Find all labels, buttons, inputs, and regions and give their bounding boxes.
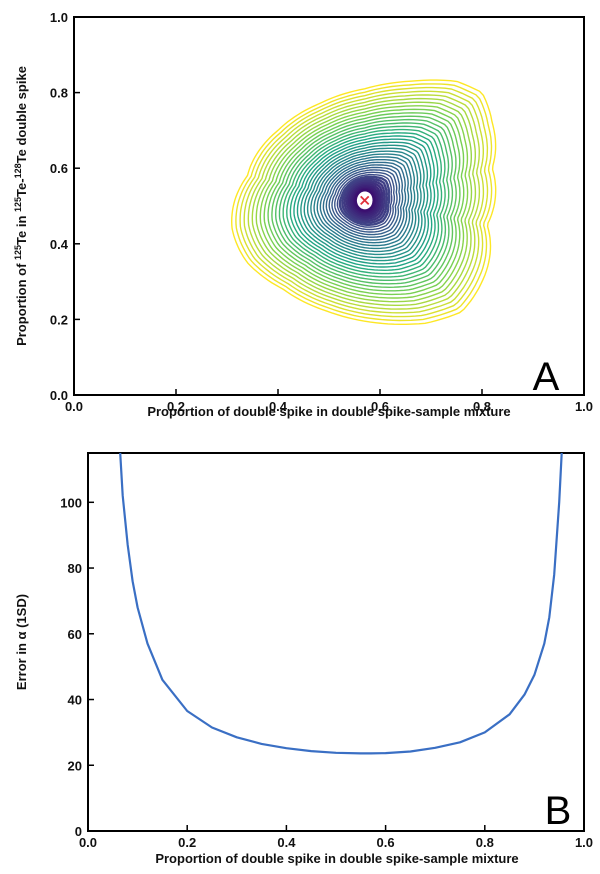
- error-curve-line: [119, 452, 563, 755]
- contour-line: [316, 156, 413, 247]
- contour-line: [230, 79, 497, 325]
- contour-line: [263, 108, 465, 296]
- optimum-marker: [360, 195, 370, 205]
- panel-a-contours: [230, 79, 497, 325]
- contour-line: [310, 150, 419, 253]
- panel-b-y-tick-label: 100: [60, 495, 82, 510]
- panel-b-x-tick-label: 0.2: [178, 835, 196, 850]
- optimum-x-mark: [360, 195, 370, 205]
- panel-b-x-axis-label: Proportion of double spike in double spi…: [155, 851, 518, 866]
- contour-line: [255, 101, 473, 303]
- panel-a-x-axis-label: Proportion of double spike in double spi…: [147, 404, 510, 419]
- panel-b-x-tick-label: 0.0: [79, 835, 97, 850]
- panel-a-y-tick-label: 0.0: [50, 388, 68, 403]
- panel-b-x-tick-label: 0.8: [476, 835, 494, 850]
- contour-line: [341, 177, 388, 224]
- panel-a-y-tick-label: 1.0: [50, 10, 68, 25]
- contour-line: [347, 183, 382, 218]
- contour-line: [349, 185, 380, 216]
- panel-b-x-ticks: 0.0 0.2 0.4 0.6 0.8 1.0: [79, 825, 593, 850]
- panel-b-letter: B: [545, 789, 572, 833]
- contour-line: [278, 122, 450, 281]
- contour-line: [325, 164, 404, 238]
- panel-b-y-ticks: 0 20 40 60 80 100: [60, 495, 94, 839]
- contour-line: [271, 115, 457, 289]
- contour-line: [282, 125, 446, 278]
- panel-a-y-ticks: 0.0 0.2 0.4 0.6 0.8 1.0: [50, 10, 80, 403]
- panel-a-y-tick-label: 0.2: [50, 312, 68, 327]
- contour-line: [319, 159, 410, 244]
- panel-b-y-axis-label: Error in α (1SD): [14, 594, 29, 690]
- contour-line: [243, 90, 485, 314]
- contour-line: [334, 171, 395, 231]
- panel-b-x-tick-label: 1.0: [575, 835, 593, 850]
- panel-a-y-tick-label: 0.6: [50, 161, 68, 176]
- contour-line: [354, 189, 375, 212]
- contour-line: [336, 173, 393, 228]
- contour-line: [343, 179, 386, 222]
- contour-line: [351, 186, 378, 215]
- panel-a-x-tick-label: 0.6: [371, 399, 389, 414]
- panel-a-x-tick-label: 1.0: [575, 399, 593, 414]
- contour-line: [300, 141, 429, 262]
- panel-a-x-tick-label: 0.0: [65, 399, 83, 414]
- panel-b-y-tick-label: 0: [75, 824, 82, 839]
- contour-line: [303, 144, 425, 259]
- panel-b-y-tick-label: 40: [68, 693, 82, 708]
- panel-b-x-tick-label: 0.6: [377, 835, 395, 850]
- contour-line: [322, 161, 407, 241]
- panel-a-x-tick-label: 0.8: [473, 399, 491, 414]
- panel-a-y-tick-label: 0.8: [50, 86, 68, 101]
- contour-line: [331, 169, 398, 233]
- panel-b: 0.0 0.2 0.4 0.6 0.8 1.0 0 20 40 60 80 100 Proporti…: [14, 452, 593, 866]
- panel-b-frame: [87, 452, 585, 832]
- contour-line: [259, 105, 469, 299]
- panel-a-x-tick-label: 0.4: [269, 399, 288, 414]
- contour-line: [247, 94, 481, 310]
- contour-line: [235, 83, 493, 322]
- contour-line: [267, 112, 461, 292]
- contour-line: [239, 86, 489, 318]
- panel-a: 0.0 0.2 0.4 0.6 0.8 1.0 0.0 0.2 0.4 0.6 0.8 1.0 Pr…: [13, 10, 593, 419]
- contour-line: [328, 166, 401, 236]
- contour-line: [296, 138, 432, 265]
- contour-line: [274, 118, 454, 285]
- panel-a-y-axis-label: Proportion of 125Te in 125Te-128Te doubl…: [13, 66, 29, 346]
- panel-b-y-tick-label: 80: [68, 561, 82, 576]
- contour-line: [289, 132, 439, 272]
- panel-b-y-tick-label: 60: [68, 627, 82, 642]
- panel-a-x-ticks: 0.0 0.2 0.4 0.6 0.8 1.0: [65, 389, 593, 414]
- contour-line: [251, 97, 477, 306]
- panel-b-series: [119, 452, 563, 755]
- contour-line: [338, 175, 391, 226]
- panel-a-letter: A: [533, 355, 560, 399]
- contour-line: [286, 128, 443, 275]
- contour-line: [313, 153, 416, 250]
- panel-a-y-tick-label: 0.4: [50, 237, 69, 252]
- panel-a-x-tick-label: 0.2: [167, 399, 185, 414]
- contour-line: [306, 147, 422, 256]
- panel-b-x-tick-label: 0.4: [277, 835, 296, 850]
- panel-b-y-tick-label: 20: [68, 758, 82, 773]
- contour-line: [293, 135, 436, 268]
- contour-line: [345, 181, 384, 220]
